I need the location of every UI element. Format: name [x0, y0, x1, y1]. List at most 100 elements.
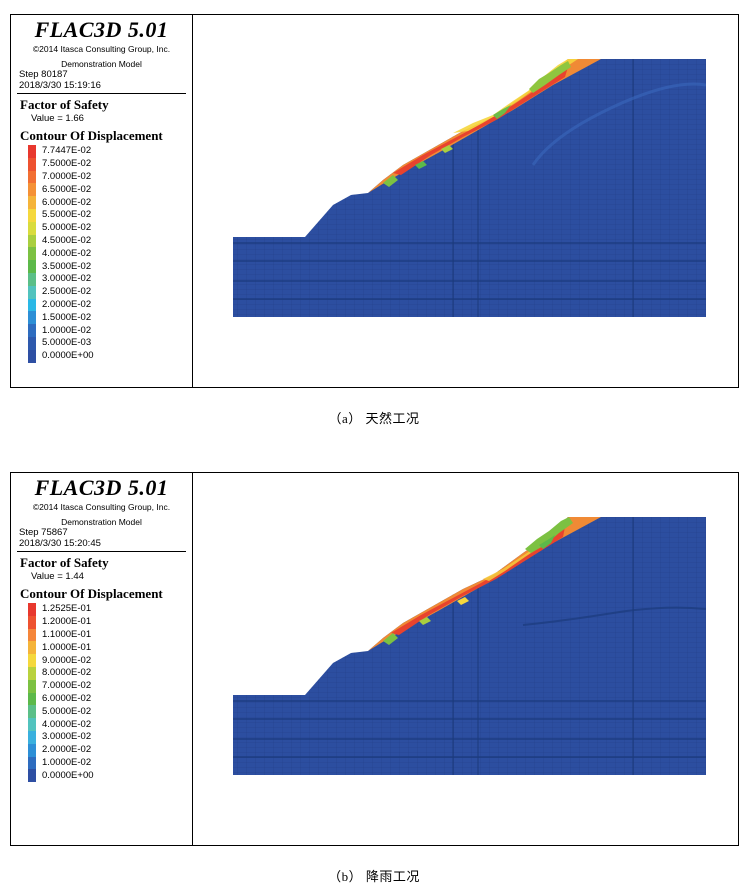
scale-label: 7.7447E-02 — [42, 145, 92, 157]
scale-row: 5.0000E-02 — [28, 705, 192, 719]
scale-row: 9.0000E-02 — [28, 654, 192, 667]
scale-row: 4.5000E-02 — [28, 234, 192, 248]
scale-swatch — [28, 718, 36, 731]
scale-swatch — [28, 349, 36, 363]
scale-swatch — [28, 641, 36, 655]
scale-label: 6.5000E-02 — [42, 183, 92, 195]
scale-row: 5.5000E-02 — [28, 208, 192, 222]
scale-swatch — [28, 285, 36, 299]
scale-row: 1.2525E-01 — [28, 603, 192, 616]
timestamp: 2018/3/30 15:20:45 — [19, 538, 101, 549]
figure-rainfall: FLAC3D 5.01 ©2014 Itasca Consulting Grou… — [10, 472, 739, 846]
scale-row: 2.5000E-02 — [28, 285, 192, 299]
slope-model-plot — [193, 15, 738, 387]
scale-swatch — [28, 234, 36, 248]
scale-swatch — [28, 208, 36, 222]
model-name: Demonstration Model — [61, 59, 142, 69]
scale-label: 5.0000E-03 — [42, 337, 92, 349]
scale-row: 0.0000E+00 — [28, 769, 192, 783]
scale-swatch — [28, 705, 36, 719]
scale-swatch — [28, 247, 36, 261]
fos-value: Value = 1.44 — [31, 571, 84, 582]
step-count: Step 75867 — [19, 527, 68, 538]
scale-row: 7.5000E-02 — [28, 157, 192, 171]
scale-row: 6.0000E-02 — [28, 196, 192, 209]
scale-label: 5.0000E-02 — [42, 222, 92, 234]
scale-swatch — [28, 730, 36, 744]
scale-row: 1.0000E-02 — [28, 756, 192, 770]
scale-row: 5.0000E-02 — [28, 221, 192, 235]
scale-swatch — [28, 769, 36, 783]
scale-swatch — [28, 692, 36, 706]
scale-swatch — [28, 603, 36, 616]
scale-row: 1.5000E-02 — [28, 311, 192, 325]
step-count: Step 80187 — [19, 69, 68, 80]
scale-label: 1.5000E-02 — [42, 311, 92, 323]
scale-swatch — [28, 298, 36, 312]
scale-label: 1.2000E-01 — [42, 616, 92, 628]
scale-row: 4.0000E-02 — [28, 247, 192, 261]
scale-label: 3.0000E-02 — [42, 273, 92, 285]
scale-swatch — [28, 145, 36, 158]
scale-label: 5.0000E-02 — [42, 705, 92, 717]
scale-row: 7.0000E-02 — [28, 679, 192, 693]
divider — [17, 93, 186, 94]
scale-row: 1.1000E-01 — [28, 628, 192, 642]
scale-row: 3.5000E-02 — [28, 260, 192, 273]
scale-row: 1.0000E-01 — [28, 641, 192, 655]
displacement-band — [368, 59, 601, 193]
scale-swatch — [28, 324, 36, 337]
scale-label: 3.5000E-02 — [42, 260, 92, 272]
scale-row: 8.0000E-02 — [28, 666, 192, 680]
scale-swatch — [28, 756, 36, 770]
scale-swatch — [28, 311, 36, 325]
scale-swatch — [28, 628, 36, 642]
color-scale: 1.2525E-01 1.2000E-01 1.1000E-01 1.0000E-01… — [28, 603, 192, 783]
color-scale: 7.7447E-02 7.5000E-02 7.0000E-02 6.5000E-02… — [28, 145, 192, 363]
scale-label: 2.5000E-02 — [42, 286, 92, 298]
software-title: FLAC3D 5.01 — [34, 475, 169, 500]
scale-swatch — [28, 221, 36, 235]
scale-label: 4.0000E-02 — [42, 718, 92, 730]
scale-swatch — [28, 666, 36, 680]
slope-mesh-graphic — [233, 59, 706, 317]
scale-row: 0.0000E+00 — [28, 349, 192, 363]
scale-row: 3.0000E-02 — [28, 730, 192, 744]
scale-row: 6.5000E-02 — [28, 183, 192, 197]
contour-title: Contour Of Displacement — [20, 586, 163, 601]
fos-title: Factor of Safety — [20, 97, 109, 112]
scale-row: 2.0000E-02 — [28, 743, 192, 757]
scale-label: 0.0000E+00 — [42, 350, 94, 362]
scale-row: 7.7447E-02 — [28, 145, 192, 158]
figure-natural: FLAC3D 5.01 ©2014 Itasca Consulting Grou… — [10, 14, 739, 388]
scale-row: 7.0000E-02 — [28, 170, 192, 184]
scale-swatch — [28, 157, 36, 171]
scale-swatch — [28, 654, 36, 667]
scale-row: 5.0000E-03 — [28, 336, 192, 350]
scale-swatch — [28, 196, 36, 209]
scale-label: 0.0000E+00 — [42, 769, 94, 781]
timestamp: 2018/3/30 15:19:16 — [19, 80, 101, 91]
scale-swatch — [28, 679, 36, 693]
legend-panel: FLAC3D 5.01 ©2014 Itasca Consulting Grou… — [11, 473, 193, 845]
scale-row: 6.0000E-02 — [28, 692, 192, 706]
scale-label: 1.0000E-01 — [42, 641, 92, 653]
copyright-text: ©2014 Itasca Consulting Group, Inc. — [32, 44, 171, 54]
scale-label: 1.2525E-01 — [42, 603, 92, 615]
fos-title: Factor of Safety — [20, 555, 109, 570]
fos-value: Value = 1.66 — [31, 113, 84, 124]
scale-row: 1.0000E-02 — [28, 324, 192, 337]
model-name: Demonstration Model — [61, 517, 142, 527]
divider — [17, 551, 186, 552]
slope-model-plot — [193, 473, 738, 845]
scale-label: 6.0000E-02 — [42, 196, 92, 208]
scale-label: 1.0000E-02 — [42, 324, 92, 336]
slope-mesh-graphic — [233, 517, 706, 775]
scale-label: 7.0000E-02 — [42, 680, 92, 692]
scale-label: 2.0000E-02 — [42, 744, 92, 756]
software-title: FLAC3D 5.01 — [34, 17, 169, 42]
scale-label: 1.0000E-02 — [42, 756, 92, 768]
caption-rainfall: （b） 降雨工况 — [328, 869, 420, 884]
scale-label: 7.5000E-02 — [42, 158, 92, 170]
scale-swatch — [28, 272, 36, 286]
